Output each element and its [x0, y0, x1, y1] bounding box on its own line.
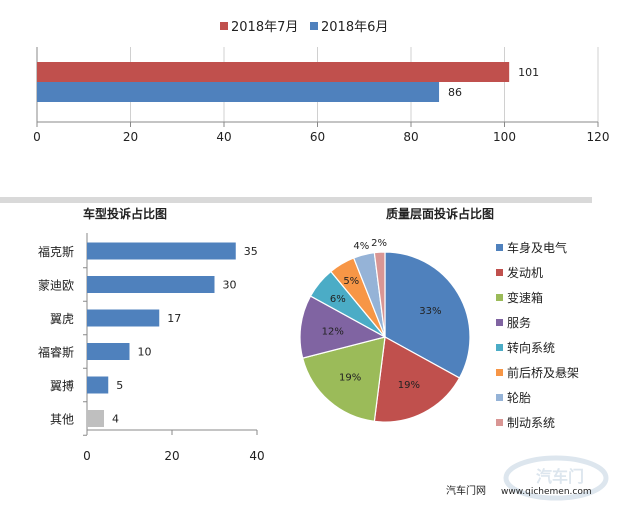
legend-swatch: [496, 419, 503, 426]
legend-swatch: [496, 344, 503, 351]
bar-july: [37, 62, 510, 82]
bar-june: [37, 82, 440, 102]
slice-label: 19%: [339, 373, 361, 384]
legend-swatch: [496, 244, 503, 251]
x-tick-label: 40: [249, 449, 264, 463]
category-label: 福克斯: [38, 244, 74, 259]
x-tick-label: 100: [493, 130, 516, 144]
legend-swatch: [496, 269, 503, 276]
category-label: 翼搏: [50, 379, 74, 393]
slice-label: 4%: [353, 241, 369, 252]
x-tick-label: 0: [83, 449, 91, 463]
slice-label: 12%: [322, 326, 344, 337]
legend-label: 制动系统: [507, 416, 555, 430]
pie-slice: [384, 251, 471, 379]
x-tick-label: 20: [164, 449, 179, 463]
section-divider: [0, 197, 592, 203]
x-tick-label: 60: [310, 130, 325, 144]
bar: [87, 410, 104, 427]
bar: [87, 309, 160, 327]
legend-swatch: [220, 22, 228, 30]
legend-label: 前后桥及悬架: [507, 365, 579, 380]
logo-car-icon: [503, 455, 609, 501]
chart-title: 车型投诉占比图: [83, 206, 167, 221]
data-label: 4: [112, 413, 119, 426]
model-complaints-chart: 车型投诉占比图 0 20 40 福克斯 35 蒙迪欧 30 翼虎 17 福睿斯 10 翼搏 5 其他 4: [38, 206, 265, 463]
category-label: 翼虎: [50, 312, 74, 326]
logo-text: 汽车门: [536, 467, 584, 486]
legend-label: 服务: [507, 315, 531, 330]
legend-label: 转向系统: [507, 340, 555, 355]
data-label: 5: [116, 379, 123, 392]
category-label: 福睿斯: [38, 345, 74, 360]
legend-swatch: [310, 22, 318, 30]
category-label: 蒙迪欧: [38, 279, 74, 293]
slice-label: 2%: [371, 238, 387, 249]
x-tick-label: 20: [123, 130, 138, 144]
data-label: 17: [167, 312, 181, 325]
watermark-source: 汽车门网: [446, 484, 486, 497]
legend-label: 变速箱: [507, 290, 543, 305]
watermark-url: www.qichemen.com: [501, 487, 592, 497]
bars: 101 86: [37, 62, 539, 102]
slices: [299, 251, 471, 423]
pie-slice: [373, 336, 461, 423]
slice-label: 5%: [343, 276, 359, 287]
bars: 0 20 40 福克斯 35 蒙迪欧 30 翼虎 17 福睿斯 10 翼搏 5 其他 4: [38, 233, 265, 463]
category-label: 其他: [50, 413, 74, 427]
legend-label: 2018年7月: [231, 20, 298, 35]
legend-label: 轮胎: [507, 391, 531, 405]
data-label: 10: [138, 346, 152, 359]
legend-swatch: [496, 394, 503, 401]
x-tick-label: 0: [33, 130, 41, 144]
pie-slice: [373, 251, 386, 338]
watermark: 汽车门 汽车门网 www.qichemen.com: [446, 455, 609, 501]
slice-label: 33%: [419, 306, 441, 317]
monthly-complaints-chart: 2018年7月 2018年6月 0 20 40 60 80 100 120 101 86: [33, 20, 609, 144]
bar: [87, 376, 109, 394]
bar: [87, 242, 236, 260]
legend: 2018年7月 2018年6月: [220, 20, 388, 35]
bar: [87, 343, 130, 360]
legend-swatch: [496, 294, 503, 301]
chart-title: 质量层面投诉占比图: [386, 206, 494, 221]
data-label: 101: [518, 66, 539, 79]
data-label: 86: [448, 86, 462, 99]
slice-labels: 33% 19% 19% 12% 6% 5% 4% 2%: [322, 238, 442, 391]
slice-label: 6%: [330, 294, 346, 305]
legend-label: 发动机: [507, 265, 543, 280]
data-label: 30: [223, 279, 237, 292]
pie-slice: [301, 336, 386, 423]
legend-label: 车身及电气: [507, 240, 567, 255]
x-tick-label: 120: [587, 130, 610, 144]
pie-slice: [299, 295, 387, 359]
quality-complaints-pie: 质量层面投诉占比图 33% 19% 19% 12% 6% 5% 4% 2% 车身及电气发动机变…: [299, 206, 579, 430]
bar: [87, 276, 215, 293]
x-tick-label: 40: [216, 130, 231, 144]
legend-label: 2018年6月: [321, 20, 388, 35]
data-label: 35: [244, 245, 258, 258]
slice-label: 19%: [398, 380, 420, 391]
x-tick-label: 80: [403, 130, 418, 144]
legend-swatch: [496, 319, 503, 326]
legend-swatch: [496, 369, 503, 376]
